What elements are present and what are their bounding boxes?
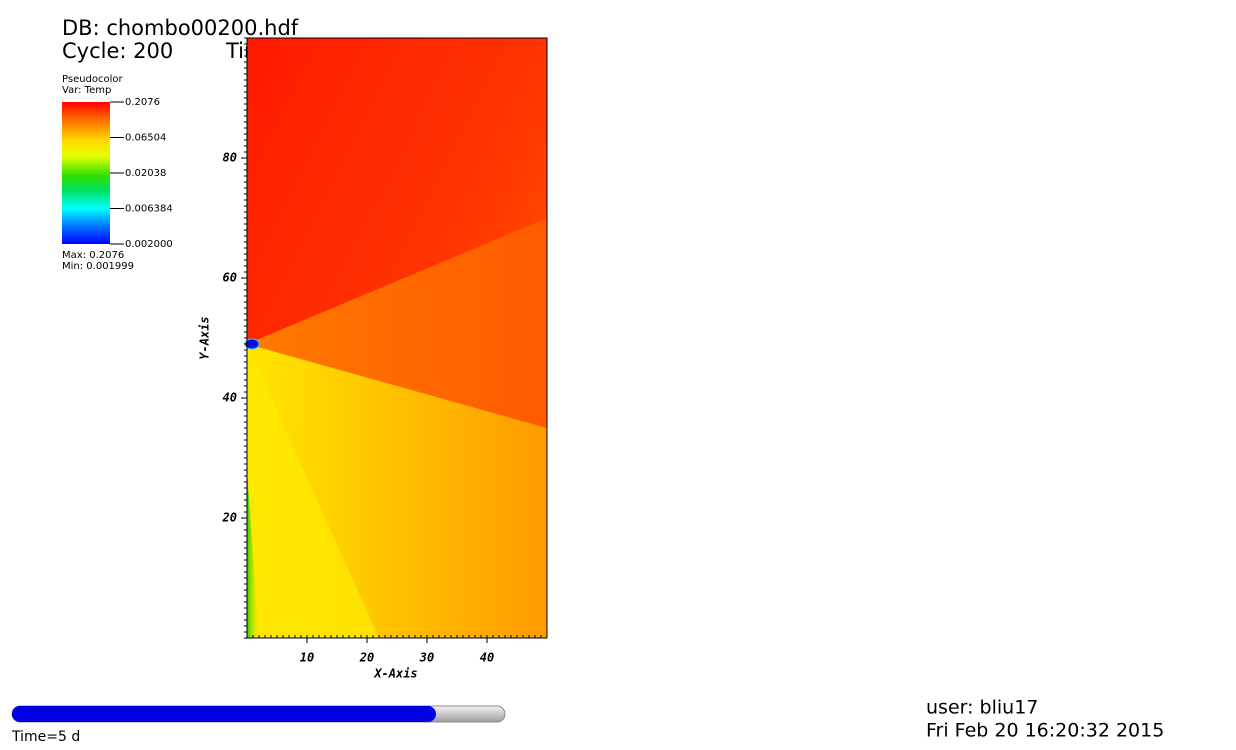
legend-tick-label: 0.002000: [125, 239, 173, 250]
colorbar: [62, 102, 110, 244]
x-tick-label: 10: [300, 651, 314, 665]
legend-plot: Pseudocolor: [62, 74, 124, 85]
x-tick-label: 30: [419, 651, 434, 665]
y-tick-label: 60: [223, 271, 237, 285]
y-tick-label: 40: [223, 391, 237, 405]
x-axis-label: X-Axis: [373, 667, 417, 681]
legend-tick-label: 0.06504: [125, 132, 166, 143]
field: [244, 38, 547, 638]
date: Fri Feb 20 16:20:32 2015: [926, 720, 1164, 742]
db-name: DB: chombo00200.hdf: [62, 16, 299, 40]
legend-max: Max: 0.2076: [62, 250, 124, 261]
field-green: [247, 470, 259, 638]
y-axis-label: Y-Axis: [198, 316, 212, 359]
y-tick-label: 80: [223, 151, 237, 165]
cycle: Cycle: 200: [62, 39, 173, 63]
user: user: bliu17: [926, 697, 1038, 719]
y-tick-label: 20: [222, 511, 237, 525]
time-slider-progress: [12, 706, 436, 722]
field-yellow: [247, 344, 379, 638]
legend-tick-label: 0.02038: [125, 168, 166, 179]
legend-var: Var: Temp: [62, 85, 111, 96]
x-tick-label: 40: [480, 651, 494, 665]
legend-tick-label: 0.006384: [125, 203, 173, 214]
x-tick-label: 20: [359, 651, 374, 665]
legend-tick-label: 0.2076: [125, 97, 160, 108]
legend-min: Min: 0.001999: [62, 261, 134, 272]
time-slider-label: Time=5 d: [11, 729, 80, 745]
